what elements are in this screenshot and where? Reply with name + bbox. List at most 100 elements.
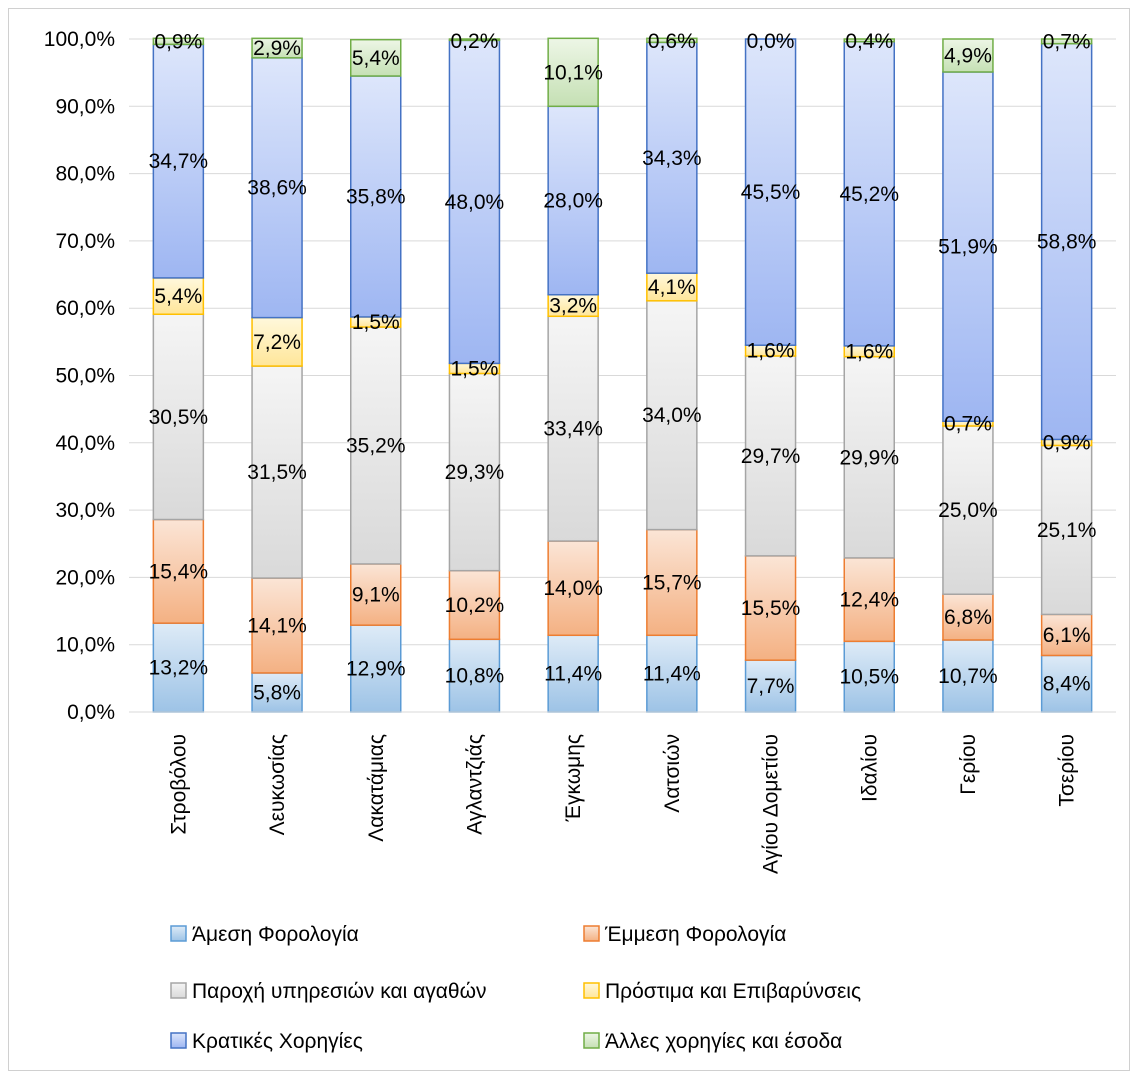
bar-segment [547,315,599,542]
y-tick-label: 90,0% [55,95,115,118]
legend-item: Πρόστιμα και Επιβαρύνσεις [583,980,861,1003]
bar-segment [744,555,797,661]
legend-item: Έμμεση Φορολογία [583,923,786,946]
data-label: 15,7% [642,571,702,594]
bar-segment [547,37,599,108]
data-label: 5,8% [253,681,301,704]
bar-segment [942,639,994,713]
bar-segment [152,622,205,713]
data-label: 48,0% [445,191,505,214]
legend-swatch [170,925,187,942]
legend-label: Κρατικές Χορηγίες [192,1030,363,1053]
legend-swatch [170,1032,187,1049]
bar-segment [152,313,205,521]
data-label: 34,3% [642,147,702,170]
legend-swatch [583,982,600,999]
bar-segment [942,425,994,595]
data-label: 10,2% [445,594,505,617]
data-label: 1,6% [747,340,795,363]
bar-segment [251,672,303,713]
legend-item: Άμεση Φορολογία [170,923,359,946]
data-label: 0,6% [648,30,696,53]
data-label: 35,8% [346,185,406,208]
bar-segment [448,38,501,42]
data-label: 11,4% [544,663,602,686]
data-label: 5,4% [154,285,202,308]
bar-segment [942,38,994,73]
legend-label: Άλλες χορηγίες και έσοδα [605,1030,842,1053]
data-label: 4,9% [944,44,992,67]
data-label: 0,7% [1043,30,1091,53]
y-tick-label: 60,0% [55,297,115,320]
bar-segment [843,557,895,643]
bar-segment [152,277,205,316]
bar-stack [744,38,797,713]
chart-container: 0,0% 10,0% 20,0% 30,0% 40,0% 50,0% 60,0% 70,0% 8… [8,8,1130,1071]
bar-segment [646,37,698,44]
data-label: 14,0% [543,577,603,600]
bar-segment [547,105,599,296]
data-label: 34,7% [149,150,209,173]
bar-segment [843,355,895,559]
data-label: 10,1% [543,61,603,84]
bar-segment [1040,654,1093,713]
data-label: 1,6% [845,340,893,363]
bar-segment [646,300,698,531]
category-label: Έγκωμης [562,734,585,823]
data-label: 13,2% [149,657,209,680]
bar-segment [843,40,895,347]
legend-swatch [170,982,187,999]
category-label: Λατσιών [661,734,684,813]
data-label: 29,7% [741,445,801,468]
data-label: 11,4% [643,663,701,686]
data-label: 51,9% [938,236,998,259]
bar-stack [942,38,994,713]
data-label: 3,2% [549,295,597,318]
data-label: 0,9% [154,30,202,53]
y-tick-label: 80,0% [55,163,115,186]
data-label: 7,2% [253,331,301,354]
bar-segment [448,569,501,641]
data-label: 4,1% [648,276,696,299]
y-tick-label: 70,0% [55,230,115,253]
data-label: 1,5% [352,311,400,334]
category-label: Ιδαλίου [858,734,881,802]
legend-label: Παροχή υπηρεσιών και αγαθών [192,980,486,1003]
legend-item: Κρατικές Χορηγίες [170,1030,363,1053]
data-label: 0,9% [1043,431,1091,454]
legend-item: Παροχή υπηρεσιών και αγαθών [170,980,486,1003]
data-label: 9,1% [352,584,400,607]
bar-segment [448,39,501,365]
bar-segment [152,37,205,46]
category-label: Αγίου Δομετίου [760,734,783,874]
bar-stack [251,37,303,713]
bar-segment [646,41,698,274]
data-label: 58,8% [1037,231,1097,254]
data-label: 33,4% [543,418,603,441]
data-label: 2,9% [253,37,301,60]
bar-segment [1040,38,1093,45]
bar-segment [646,528,698,637]
bar-segment [744,659,797,713]
legend-item: Άλλες χορηγίες και έσοδα [583,1030,842,1053]
legend-swatch [583,925,600,942]
data-label: 35,2% [346,434,406,457]
stacked-bar-chart: 0,0% 10,0% 20,0% 30,0% 40,0% 50,0% 60,0% 70,0% 8… [44,28,1116,1053]
bar-segment [350,38,402,77]
bar-segment [350,624,402,713]
data-label: 0,0% [747,30,795,53]
data-label: 7,7% [747,675,795,698]
data-label: 38,6% [247,177,307,200]
bar-segment [1040,444,1093,616]
bar-stack [843,38,895,713]
bar-stack [646,37,698,713]
data-label: 25,0% [938,499,998,522]
data-label: 45,2% [839,183,899,206]
legend-label: Πρόστιμα και Επιβαρύνσεις [605,980,861,1003]
category-label: Αγλαντζιάς [463,734,486,835]
category-label: Τσερίου [1056,734,1079,807]
y-tick-label: 30,0% [55,499,115,522]
data-label: 28,0% [543,190,603,213]
bar-segment [744,355,797,557]
y-tick-label: 50,0% [55,365,115,388]
